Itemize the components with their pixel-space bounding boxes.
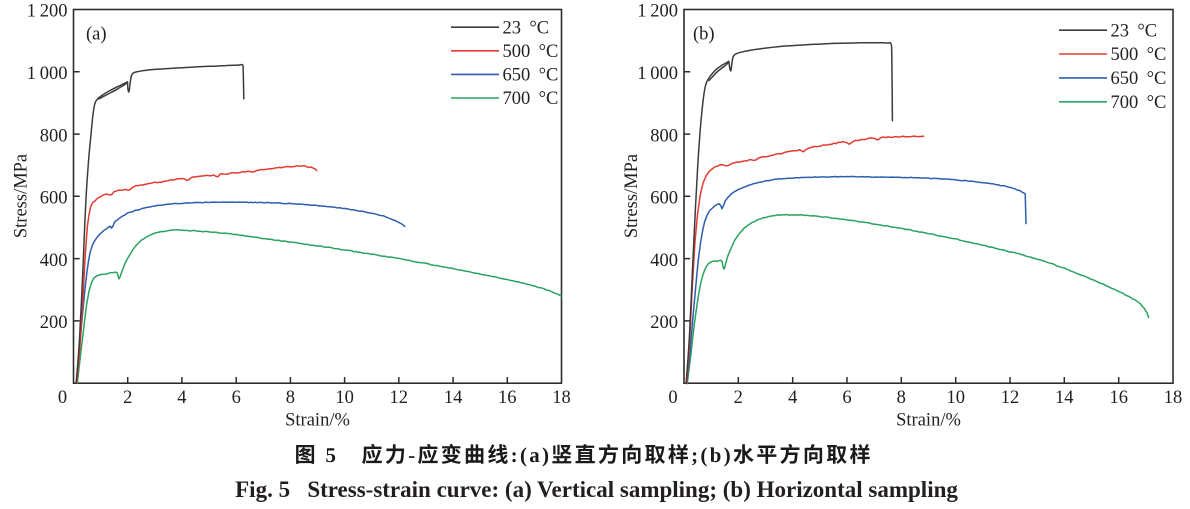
svg-text:200: 200 bbox=[650, 313, 678, 333]
svg-text:23 °C: 23 °C bbox=[503, 18, 550, 38]
svg-text:600: 600 bbox=[40, 189, 68, 209]
svg-text:400: 400 bbox=[40, 251, 68, 271]
svg-text:14: 14 bbox=[1055, 388, 1074, 408]
svg-text:600: 600 bbox=[650, 189, 678, 209]
svg-text:8: 8 bbox=[897, 388, 906, 408]
svg-text:4: 4 bbox=[177, 388, 186, 408]
svg-text:0: 0 bbox=[668, 388, 677, 408]
svg-text:1 200: 1 200 bbox=[637, 2, 678, 22]
svg-text:Fig. 5 Stress-strain curve:: Fig. 5 Stress-strain curve: (a) Vertical… bbox=[235, 477, 958, 502]
svg-text:(a): (a) bbox=[86, 25, 107, 45]
svg-text:Stress/MPa: Stress/MPa bbox=[622, 154, 642, 238]
svg-text:700 °C: 700 °C bbox=[503, 89, 559, 109]
svg-text:800: 800 bbox=[650, 126, 678, 146]
svg-text:1 200: 1 200 bbox=[27, 2, 68, 22]
svg-text:6: 6 bbox=[842, 388, 851, 408]
svg-text:800: 800 bbox=[40, 126, 68, 146]
svg-text:18: 18 bbox=[1164, 388, 1183, 408]
svg-text:12: 12 bbox=[1001, 388, 1020, 408]
svg-text:400: 400 bbox=[650, 251, 678, 271]
svg-text:1 000: 1 000 bbox=[637, 64, 678, 84]
svg-text:12: 12 bbox=[390, 388, 409, 408]
svg-text:650 °C: 650 °C bbox=[503, 66, 559, 86]
svg-text:Stress/MPa: Stress/MPa bbox=[12, 154, 32, 238]
svg-text:(b): (b) bbox=[693, 25, 715, 45]
svg-text:16: 16 bbox=[498, 388, 517, 408]
svg-text:0: 0 bbox=[58, 388, 67, 408]
svg-text:700 °C: 700 °C bbox=[1111, 93, 1167, 113]
svg-text:18: 18 bbox=[552, 388, 571, 408]
svg-text:2: 2 bbox=[734, 388, 743, 408]
svg-text:500 °C: 500 °C bbox=[1111, 45, 1167, 65]
svg-text:1 000: 1 000 bbox=[27, 64, 68, 84]
svg-text:2: 2 bbox=[123, 388, 132, 408]
svg-text:200: 200 bbox=[40, 313, 68, 333]
svg-text:10: 10 bbox=[946, 388, 965, 408]
svg-text:8: 8 bbox=[286, 388, 295, 408]
svg-text:650 °C: 650 °C bbox=[1111, 69, 1167, 89]
svg-text:500 °C: 500 °C bbox=[503, 42, 559, 62]
svg-text:16: 16 bbox=[1109, 388, 1128, 408]
svg-text:23 °C: 23 °C bbox=[1111, 21, 1158, 41]
svg-text:Strain/%: Strain/% bbox=[285, 411, 350, 431]
svg-text:Strain/%: Strain/% bbox=[896, 411, 961, 431]
svg-text:4: 4 bbox=[788, 388, 797, 408]
svg-text:14: 14 bbox=[444, 388, 463, 408]
svg-text:10: 10 bbox=[335, 388, 354, 408]
svg-text:6: 6 bbox=[232, 388, 241, 408]
